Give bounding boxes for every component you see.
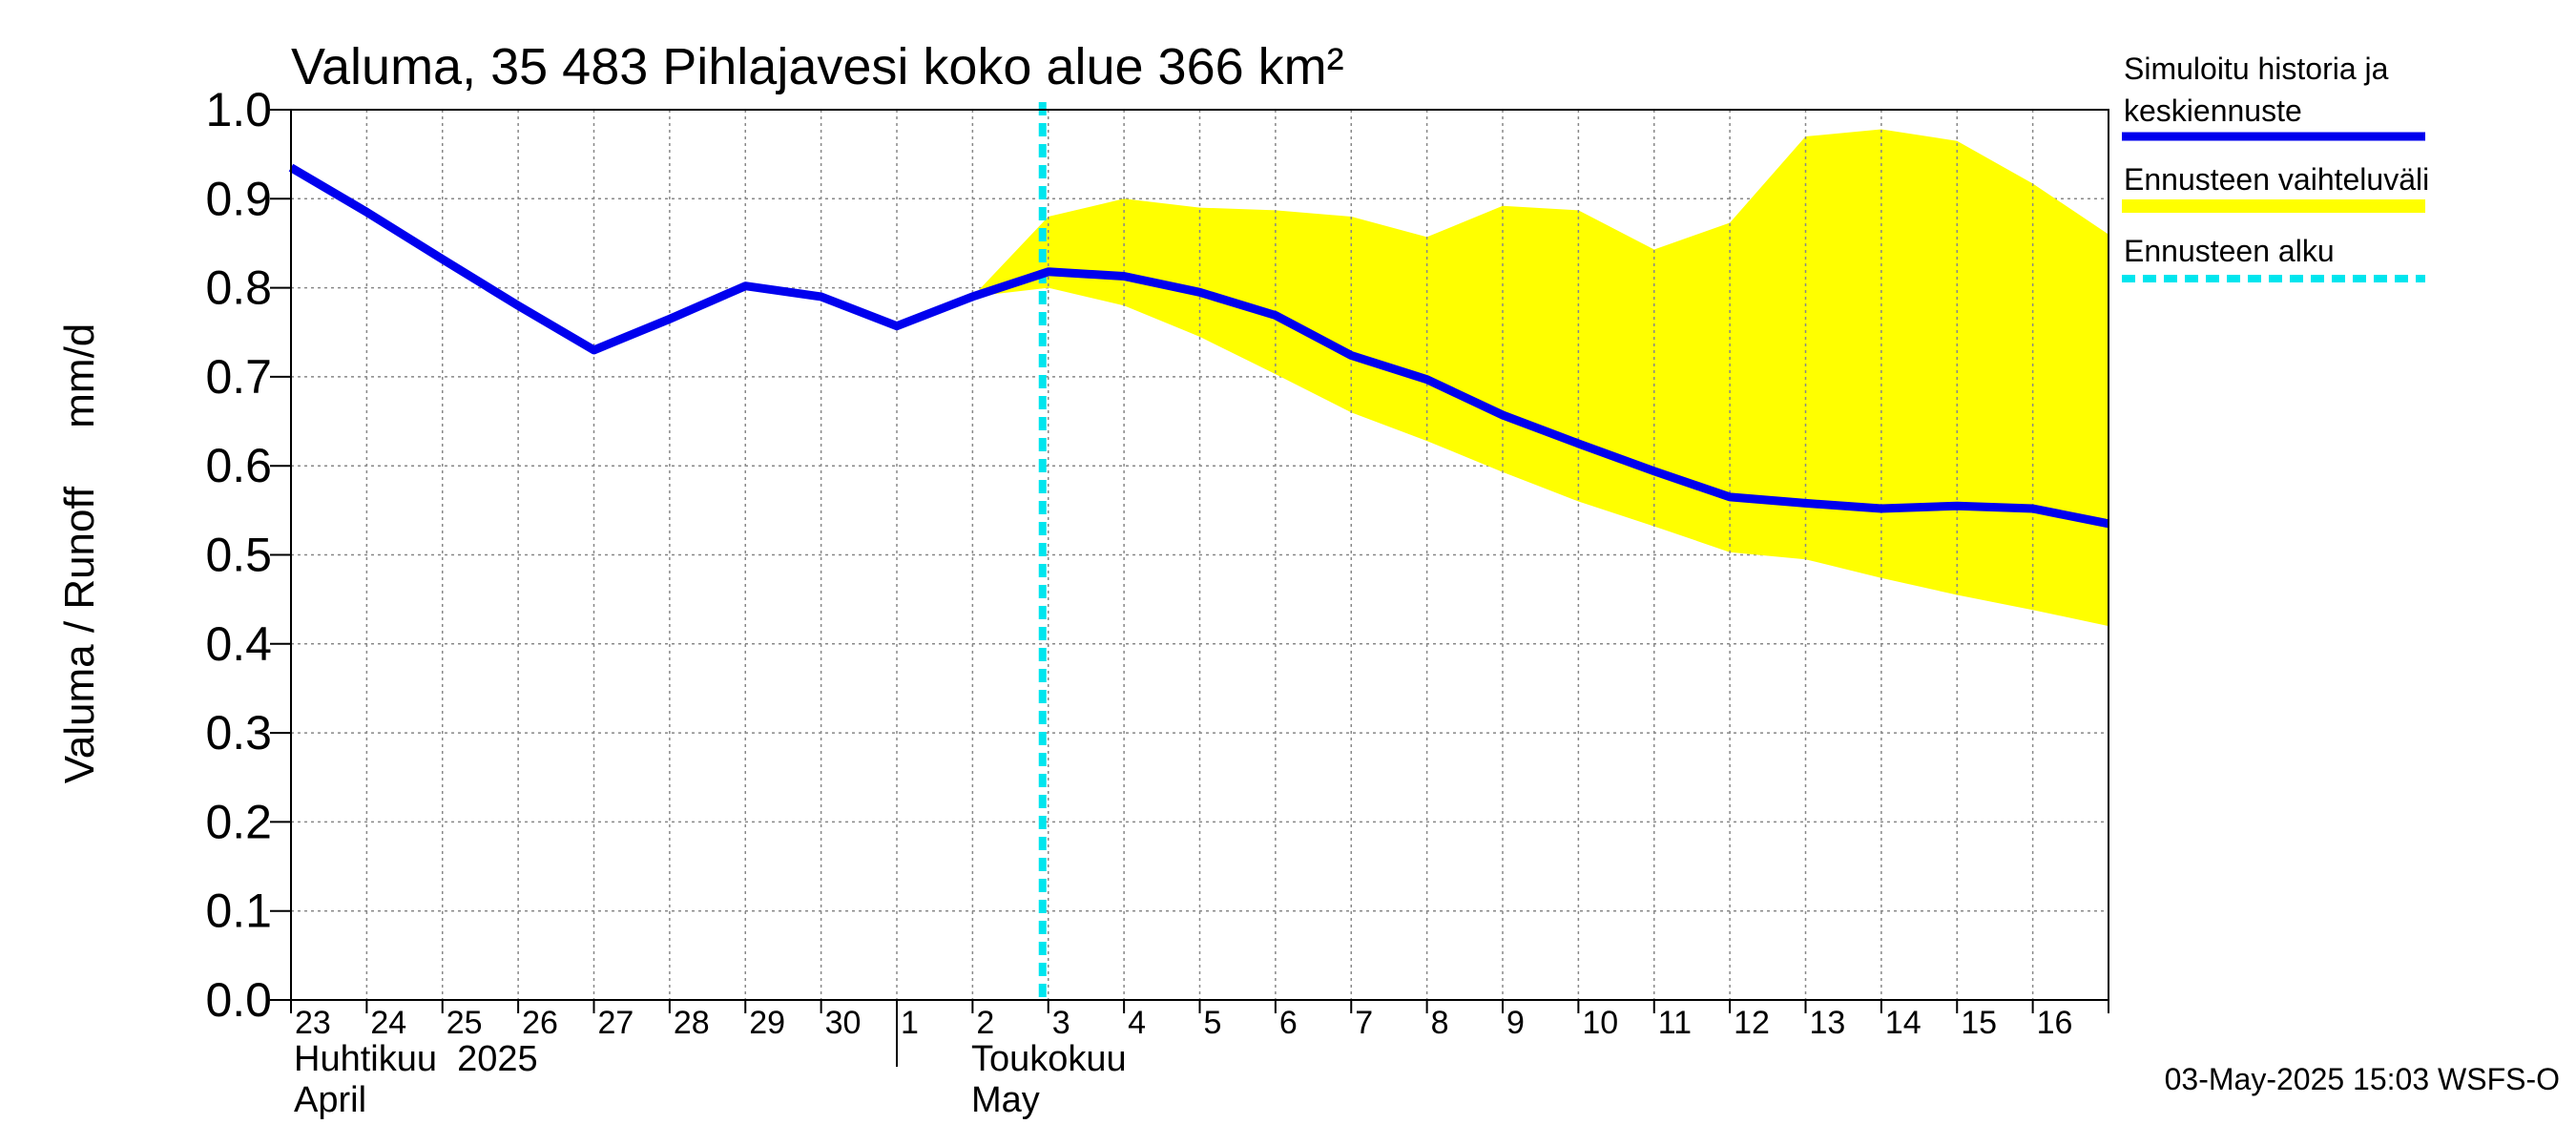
- y-tick-label: 0.6: [205, 439, 272, 492]
- x-tick-label: 2: [976, 1005, 994, 1041]
- x-tick-label: 24: [370, 1005, 406, 1041]
- legend-history-label-1: Simuloitu historia ja: [2124, 52, 2389, 86]
- forecast-range-layer: [972, 129, 2109, 627]
- legend-range-label: Ennusteen vaihteluväli: [2124, 162, 2429, 197]
- month-label-may-fi: Toukokuu: [971, 1039, 1127, 1079]
- grid-overlay: [365, 110, 2034, 1000]
- month-label-may-en: May: [971, 1080, 1040, 1120]
- x-tick-label: 28: [674, 1005, 710, 1041]
- y-tick-label: 1.0: [205, 83, 272, 136]
- x-tick-label: 16: [2037, 1005, 2073, 1041]
- forecast-range-band: [972, 129, 2109, 627]
- y-tick-label: 0.8: [205, 261, 272, 315]
- x-tick-label: 8: [1431, 1005, 1449, 1041]
- legend-history-label-2: keskiennuste: [2124, 94, 2302, 128]
- y-axis: 0.0 0.1 0.2 0.3 0.4 0.5 0.6 0.7 0.8 0.9 1.0: [205, 83, 291, 1027]
- y-tick-label: 0.4: [205, 617, 272, 671]
- x-tick-label: 23: [295, 1005, 331, 1041]
- y-tick-label: 0.2: [205, 795, 272, 848]
- x-tick-label: 9: [1506, 1005, 1525, 1041]
- y-tick-label: 0.0: [205, 973, 272, 1027]
- x-tick-label: 11: [1658, 1005, 1692, 1041]
- x-tick-label: 15: [1961, 1005, 1997, 1041]
- x-tick-label: 4: [1128, 1005, 1146, 1041]
- x-tick-label: 7: [1355, 1005, 1373, 1041]
- chart-title: Valuma, 35 483 Pihlajavesi koko alue 366…: [291, 38, 1344, 95]
- month-label-april-fi: Huhtikuu 2025: [294, 1039, 538, 1079]
- x-tick-label: 29: [749, 1005, 785, 1041]
- y-tick-label: 0.7: [205, 350, 272, 404]
- y-tick-label: 0.1: [205, 885, 272, 938]
- x-tick-label: 1: [901, 1005, 919, 1041]
- x-tick-label: 30: [825, 1005, 862, 1041]
- y-tick-label: 0.5: [205, 529, 272, 582]
- history-forecast-line: [288, 163, 2109, 529]
- legend-start-label: Ennusteen alku: [2124, 234, 2335, 268]
- x-tick-label: 10: [1582, 1005, 1618, 1041]
- x-tick-label: 6: [1279, 1005, 1298, 1041]
- x-tick-label: 13: [1810, 1005, 1846, 1041]
- y-axis-label: Valuma / Runoff mm/d: [56, 323, 103, 784]
- x-tick-label: 27: [598, 1005, 634, 1041]
- x-tick-label: 14: [1885, 1005, 1922, 1041]
- x-tick-label: 3: [1052, 1005, 1070, 1041]
- x-tick-label: 5: [1204, 1005, 1222, 1041]
- timestamp-footer: 03-May-2025 15:03 WSFS-O: [2165, 1062, 2560, 1096]
- legend: Simuloitu historia ja keskiennuste Ennus…: [2122, 52, 2429, 282]
- y-tick-label: 0.9: [205, 172, 272, 225]
- x-tick-label: 12: [1734, 1005, 1770, 1041]
- x-tick-label: 25: [447, 1005, 483, 1041]
- history-line-layer: [288, 163, 2109, 529]
- x-axis: 23 24 25 26 27 28 29 30 1 2 3 4 5 6 7 8 9 10 11 12 13 14 15 16: [290, 1000, 2109, 1041]
- x-tick-label: 26: [522, 1005, 558, 1041]
- month-label-april-en: April: [294, 1080, 366, 1120]
- y-tick-label: 0.3: [205, 706, 272, 760]
